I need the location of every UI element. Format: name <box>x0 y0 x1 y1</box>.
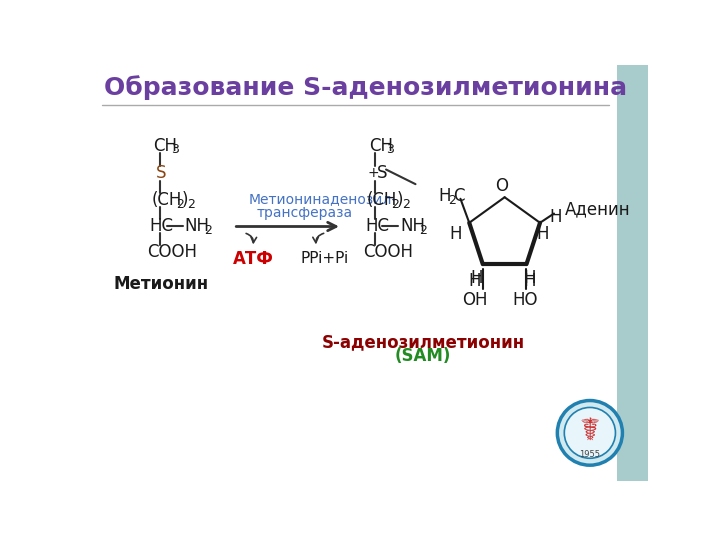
Text: 3: 3 <box>386 143 394 156</box>
Text: NH: NH <box>400 217 425 235</box>
Text: H: H <box>469 272 481 290</box>
Text: S-аденозилметионин: S-аденозилметионин <box>322 333 525 351</box>
Text: S: S <box>156 164 166 183</box>
Text: 2: 2 <box>204 224 212 237</box>
Text: +: + <box>367 166 379 180</box>
Text: Образование S-аденозилметионина: Образование S-аденозилметионина <box>104 76 626 100</box>
Text: АТФ: АТФ <box>233 250 274 268</box>
Text: (SAM): (SAM) <box>395 347 451 365</box>
Text: 2: 2 <box>176 198 184 211</box>
Text: H: H <box>449 225 462 242</box>
Text: PPi+Pi: PPi+Pi <box>301 251 349 266</box>
Text: OH: OH <box>462 291 487 308</box>
Text: H: H <box>537 225 549 242</box>
Text: 2: 2 <box>392 198 400 211</box>
Text: NH: NH <box>184 217 210 235</box>
Text: O: O <box>495 178 508 195</box>
Text: COOH: COOH <box>148 243 197 261</box>
Text: H: H <box>549 207 562 226</box>
Text: 2: 2 <box>187 198 194 211</box>
Text: H: H <box>470 269 483 287</box>
Text: H: H <box>438 187 451 205</box>
Text: Метионин: Метионин <box>113 275 208 293</box>
Text: 2: 2 <box>419 224 427 237</box>
Text: 2: 2 <box>448 194 456 207</box>
Text: Метионинаденозил-: Метионинаденозил- <box>249 193 397 206</box>
Text: CH: CH <box>369 137 393 154</box>
Text: CH: CH <box>153 137 178 154</box>
Text: H: H <box>523 272 536 290</box>
Text: ): ) <box>397 191 403 208</box>
Text: S: S <box>377 164 387 183</box>
Text: COOH: COOH <box>363 243 413 261</box>
Text: трансфераза: трансфераза <box>256 206 353 220</box>
Text: ☤: ☤ <box>580 417 600 446</box>
Text: ): ) <box>181 191 188 208</box>
Text: 1955: 1955 <box>580 450 600 459</box>
Text: (CH: (CH <box>366 191 397 208</box>
Bar <box>617 65 648 481</box>
Text: Аденин: Аденин <box>564 200 631 218</box>
Text: (CH: (CH <box>151 191 181 208</box>
Text: C: C <box>453 187 464 205</box>
Circle shape <box>564 408 616 458</box>
Text: H: H <box>523 269 536 287</box>
Text: HO: HO <box>512 291 538 308</box>
Text: HC: HC <box>150 217 174 235</box>
Text: HC: HC <box>365 217 389 235</box>
Text: 2: 2 <box>402 198 410 211</box>
Text: 3: 3 <box>171 143 179 156</box>
Circle shape <box>557 401 622 465</box>
